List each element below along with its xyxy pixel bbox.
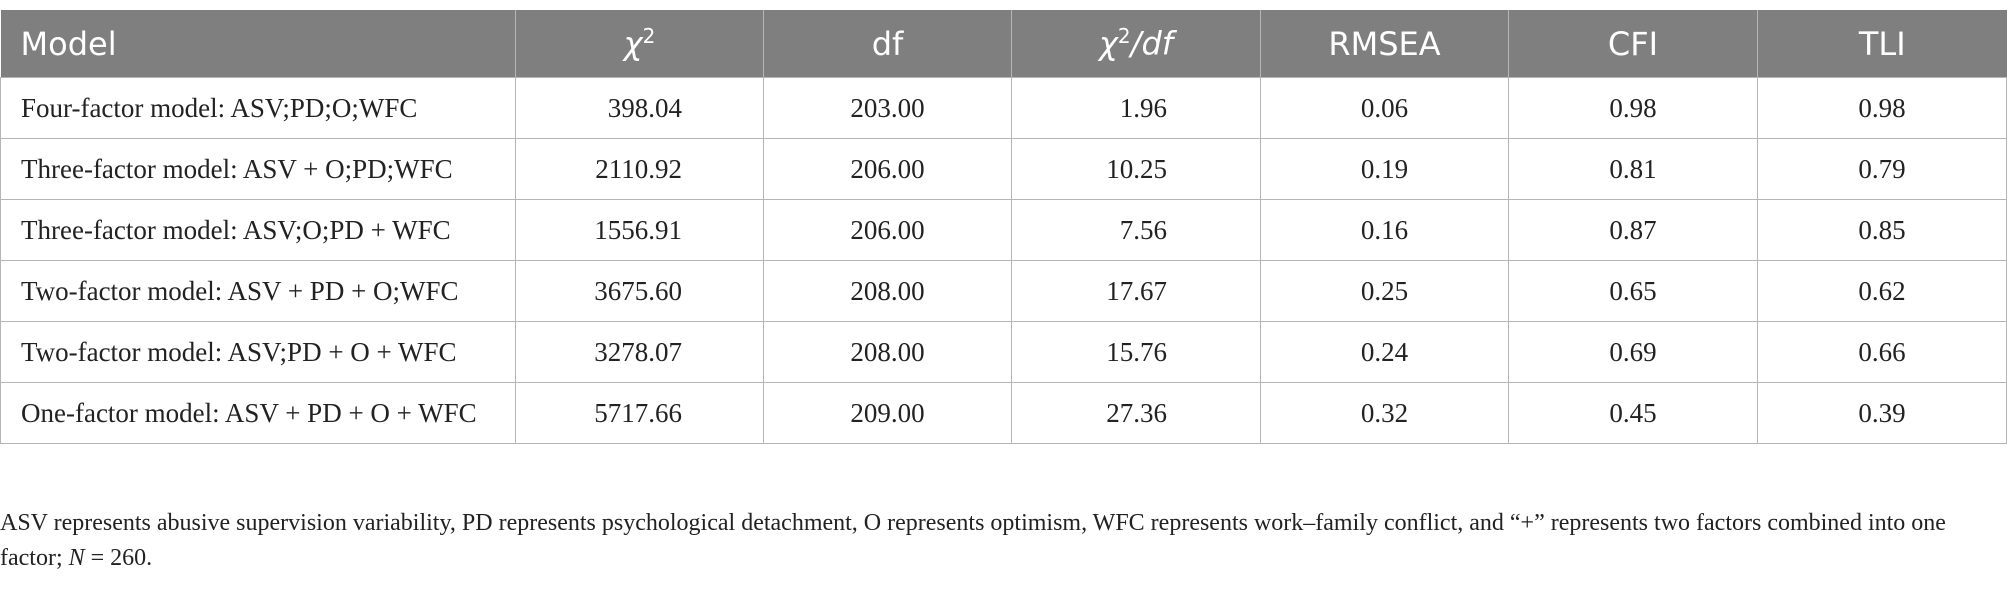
value-cell: 0.06 — [1260, 77, 1509, 139]
table-row: One-factor model: ASV + PD + O + WFC 5717… — [0, 382, 2007, 444]
header-cell: df — [763, 10, 1012, 78]
value-cell: 0.65 — [1508, 260, 1758, 322]
value-cell: 208.00 — [763, 321, 1012, 383]
value-cell: 209.00 — [763, 382, 1012, 444]
table-row: Two-factor model: ASV;PD + O + WFC 3278.0… — [0, 321, 2007, 383]
symbol: χ — [623, 24, 643, 63]
value-cell: 0.32 — [1260, 382, 1509, 444]
value-cell: 10.25 — [1011, 138, 1261, 200]
value-cell: 0.62 — [1757, 260, 2007, 322]
value-cell: 206.00 — [763, 138, 1012, 200]
footnote-rest: = 260. — [84, 545, 153, 571]
header-cell: RMSEA — [1260, 10, 1509, 78]
value-cell: 0.79 — [1757, 138, 2007, 200]
value-cell: 0.66 — [1757, 321, 2007, 383]
value-cell: 15.76 — [1011, 321, 1261, 383]
value-cell: 3278.07 — [515, 321, 764, 383]
model-cell: Three-factor model: ASV;O;PD + WFC — [0, 199, 516, 261]
value-cell: 0.85 — [1757, 199, 2007, 261]
value-cell: 206.00 — [763, 199, 1012, 261]
footnote-italic: N — [68, 545, 85, 571]
value-cell: 27.36 — [1011, 382, 1261, 444]
model-cell: Two-factor model: ASV;PD + O + WFC — [0, 321, 516, 383]
header-row: Model χ2 df χ2/df RMSEA CFI TLI — [0, 10, 2007, 78]
value-cell: 203.00 — [763, 77, 1012, 139]
symbol-rest: /df — [1130, 24, 1174, 63]
value-cell: 208.00 — [763, 260, 1012, 322]
value-cell: 1556.91 — [515, 199, 764, 261]
value-cell: 0.39 — [1757, 382, 2007, 444]
header-cell: CFI — [1508, 10, 1758, 78]
value-cell: 3675.60 — [515, 260, 764, 322]
value-cell: 0.87 — [1508, 199, 1758, 261]
value-cell: 0.81 — [1508, 138, 1758, 200]
table-row: Two-factor model: ASV + PD + O;WFC 3675.6… — [0, 260, 2007, 322]
table-body: Four-factor model: ASV;PD;O;WFC 398.04 203… — [0, 77, 2007, 444]
header-cell: χ2/df — [1011, 10, 1261, 78]
table-row: Three-factor model: ASV;O;PD + WFC 1556.9… — [0, 199, 2007, 261]
value-cell: 0.25 — [1260, 260, 1509, 322]
value-cell: 5717.66 — [515, 382, 764, 444]
model-cell: Two-factor model: ASV + PD + O;WFC — [0, 260, 516, 322]
value-cell: 398.04 — [515, 77, 764, 139]
value-cell: 0.45 — [1508, 382, 1758, 444]
model-cell: Four-factor model: ASV;PD;O;WFC — [0, 77, 516, 139]
value-cell: 0.19 — [1260, 138, 1509, 200]
value-cell: 0.69 — [1508, 321, 1758, 383]
value-cell: 0.98 — [1508, 77, 1758, 139]
value-cell: 0.98 — [1757, 77, 2007, 139]
model-cell: Three-factor model: ASV + O;PD;WFC — [0, 138, 516, 200]
table-row: Four-factor model: ASV;PD;O;WFC 398.04 203… — [0, 77, 2007, 139]
superscript: 2 — [642, 24, 656, 49]
header-cell: TLI — [1757, 10, 2007, 78]
value-cell: 7.56 — [1011, 199, 1261, 261]
value-cell: 0.16 — [1260, 199, 1509, 261]
header-cell: Model — [0, 10, 516, 78]
value-cell: 17.67 — [1011, 260, 1261, 322]
table-row: Three-factor model: ASV + O;PD;WFC 2110.9… — [0, 138, 2007, 200]
fit-table: Model χ2 df χ2/df RMSEA CFI TLI Four-fac… — [0, 10, 2007, 444]
superscript: 2 — [1117, 24, 1131, 49]
header-cell: χ2 — [515, 10, 764, 78]
model-cell: One-factor model: ASV + PD + O + WFC — [0, 382, 516, 444]
symbol: χ — [1098, 24, 1118, 63]
value-cell: 0.24 — [1260, 321, 1509, 383]
value-cell: 1.96 — [1011, 77, 1261, 139]
footnote: ASV represents abusive supervision varia… — [0, 506, 1990, 576]
footnote-text: ASV represents abusive supervision varia… — [0, 510, 1946, 571]
value-cell: 2110.92 — [515, 138, 764, 200]
